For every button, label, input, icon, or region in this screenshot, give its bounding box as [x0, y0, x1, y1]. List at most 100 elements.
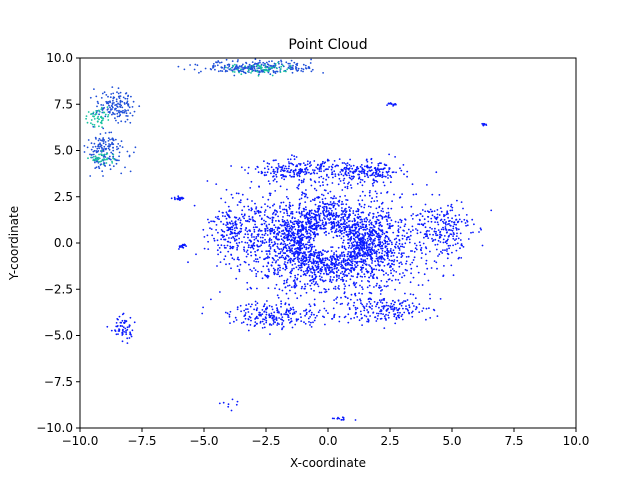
data-point: [372, 212, 375, 215]
data-point: [303, 257, 306, 259]
data-point: [434, 238, 437, 241]
data-point: [232, 70, 234, 73]
x-tick-label: 2.5: [380, 434, 399, 448]
data-point: [293, 234, 296, 237]
data-point: [347, 251, 350, 253]
data-point: [294, 292, 297, 295]
data-point: [327, 159, 330, 162]
data-point: [369, 236, 372, 239]
data-point: [290, 228, 293, 231]
data-point: [363, 206, 366, 209]
data-point: [320, 170, 322, 173]
data-point: [338, 315, 341, 318]
data-point: [446, 242, 448, 245]
data-point: [330, 250, 333, 252]
data-point: [112, 153, 115, 156]
data-point: [266, 253, 268, 255]
data-point: [445, 231, 448, 234]
data-point: [183, 68, 186, 71]
data-point: [317, 263, 320, 266]
data-point: [297, 224, 300, 227]
data-point: [452, 235, 454, 238]
data-point: [360, 313, 363, 316]
data-point: [226, 244, 229, 247]
data-point: [359, 275, 362, 278]
data-point: [100, 121, 103, 124]
data-point: [265, 319, 268, 322]
data-point: [372, 179, 375, 182]
data-point: [311, 231, 314, 234]
data-point: [378, 206, 381, 209]
data-point: [237, 231, 240, 234]
data-point: [415, 244, 418, 247]
data-point: [244, 169, 246, 171]
data-point: [231, 257, 234, 260]
data-point: [379, 235, 381, 238]
point-cluster: [230, 154, 379, 188]
data-point: [342, 225, 345, 228]
data-point: [272, 66, 274, 69]
data-point: [279, 223, 282, 226]
data-point: [272, 323, 275, 325]
data-point: [335, 250, 338, 253]
data-point: [414, 247, 417, 250]
data-point: [353, 255, 355, 258]
data-point: [312, 237, 315, 240]
data-point: [443, 265, 445, 267]
data-point: [378, 169, 380, 171]
data-point: [345, 203, 348, 206]
data-point: [265, 257, 268, 259]
data-point: [341, 229, 344, 232]
data-point: [414, 242, 416, 245]
data-point: [234, 232, 237, 235]
data-point: [457, 220, 460, 223]
data-point: [339, 303, 342, 305]
data-point: [359, 218, 362, 221]
data-point: [258, 228, 261, 231]
data-point: [178, 248, 180, 250]
data-point: [260, 206, 263, 209]
data-point: [98, 118, 100, 121]
data-point: [397, 221, 400, 224]
data-point: [282, 216, 284, 218]
data-point: [343, 166, 346, 169]
data-point: [348, 307, 351, 309]
data-point: [224, 215, 227, 218]
data-point: [247, 311, 250, 313]
data-point: [334, 264, 337, 266]
data-point: [429, 317, 432, 319]
data-point: [280, 177, 283, 179]
data-point: [344, 209, 346, 212]
data-point: [356, 221, 359, 224]
data-point: [387, 102, 390, 105]
data-point: [108, 155, 111, 158]
data-point: [367, 239, 369, 242]
data-point: [98, 109, 100, 112]
data-point: [261, 217, 263, 220]
data-point: [340, 265, 342, 268]
data-point: [344, 208, 346, 211]
data-point: [315, 218, 317, 221]
data-point: [434, 217, 437, 220]
data-point: [451, 251, 453, 254]
data-point: [447, 238, 449, 241]
data-point: [112, 149, 115, 152]
data-point: [423, 222, 426, 225]
data-point: [314, 215, 316, 218]
data-point: [95, 111, 98, 114]
data-point: [246, 288, 249, 291]
data-point: [227, 403, 230, 406]
data-point: [243, 248, 245, 251]
data-point: [278, 62, 280, 65]
data-point: [257, 171, 260, 174]
data-point: [396, 259, 399, 262]
data-point: [360, 227, 362, 230]
data-point: [211, 234, 214, 237]
data-point: [289, 227, 292, 229]
data-point: [376, 181, 379, 183]
data-point: [429, 293, 431, 296]
data-point: [402, 229, 405, 232]
data-point: [363, 203, 366, 206]
data-point: [438, 194, 441, 196]
data-point: [445, 223, 447, 226]
